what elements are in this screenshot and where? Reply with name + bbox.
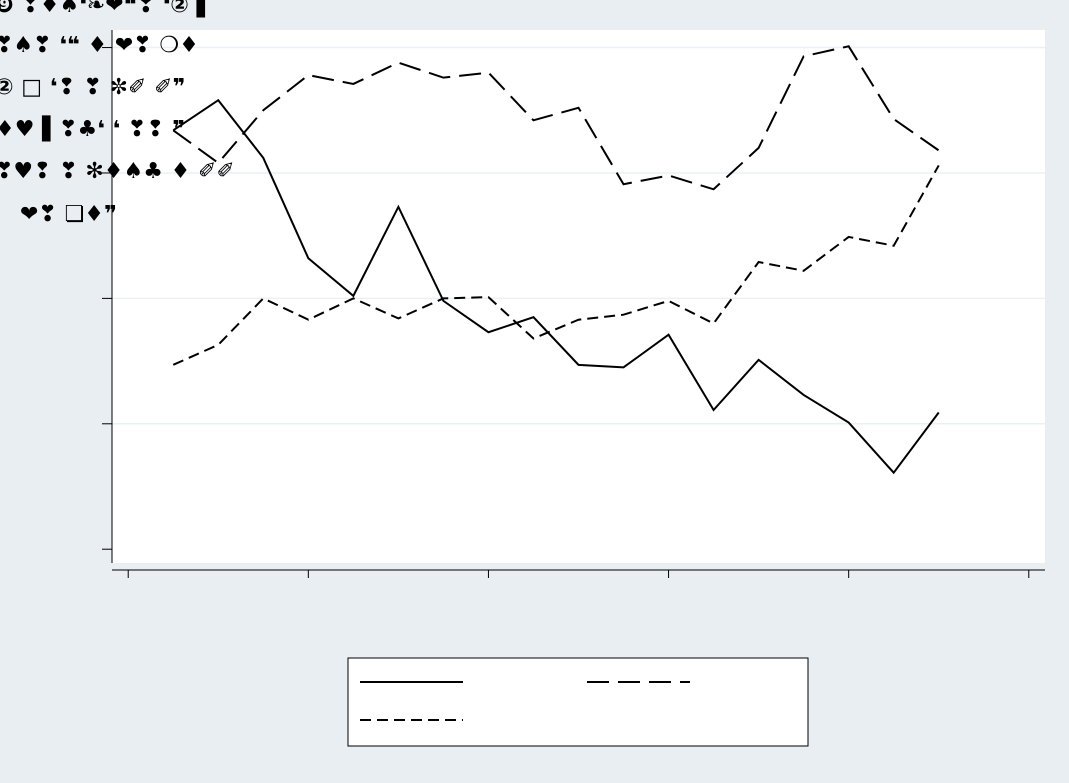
annotation: ❤❣ ❏♦❞ xyxy=(20,202,117,227)
annotation: ❣♥❢ ❣ ✻♦♠♣ ♦ ✐✐ xyxy=(0,159,235,184)
series-line xyxy=(172,98,940,475)
annotation: ❾ ❢♦♠❛❧❤❝❣ ❛② ▌ xyxy=(0,0,214,18)
series-line xyxy=(172,164,940,366)
series-line xyxy=(172,45,940,191)
legend xyxy=(347,657,809,747)
annotation: ♦♥ ▌❣♣❛ ❛ ❣❢ ❞ xyxy=(0,115,185,142)
plot-area xyxy=(112,30,1045,563)
annotation: ❣♠❣ ❛❝ ♦ ❤❣ ❍♦ xyxy=(0,33,199,58)
annotation: ② □ ❛❢ ❣ ✼✐ ✐❞ xyxy=(0,75,185,100)
